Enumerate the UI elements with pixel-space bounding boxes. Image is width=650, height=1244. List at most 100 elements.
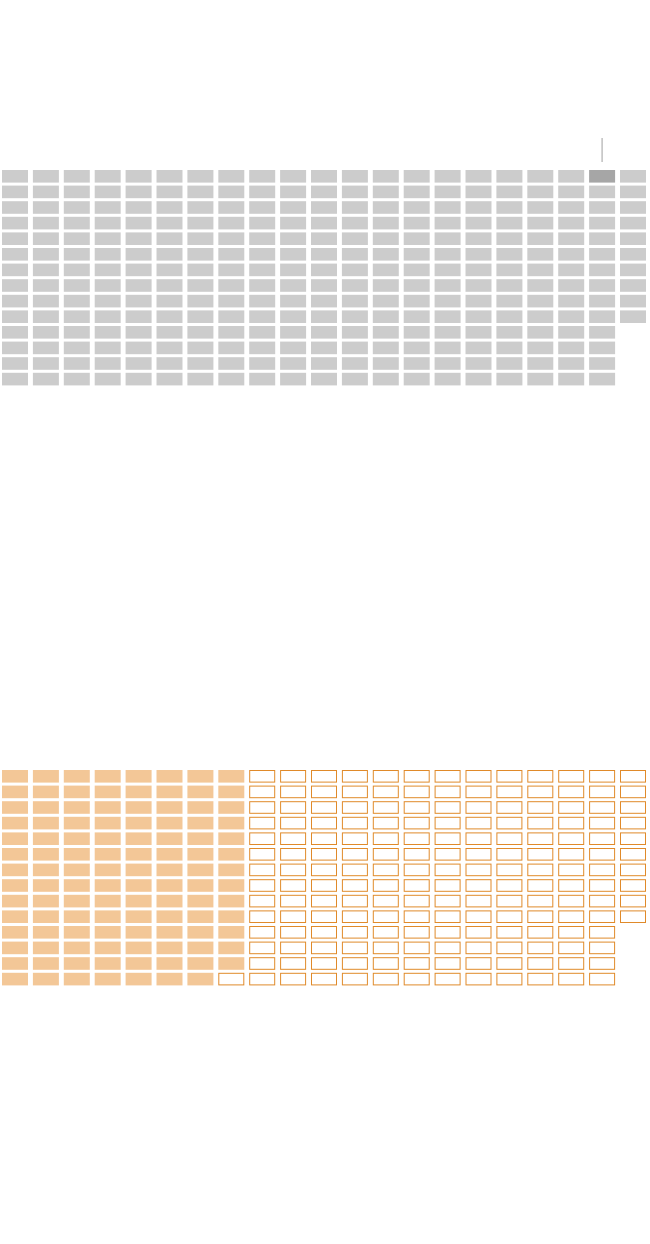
waffle-unit (94, 263, 121, 277)
waffle-unit-empty (403, 848, 430, 861)
waffle-unit (403, 248, 430, 261)
waffle-unit (94, 310, 121, 323)
waffle-unit-empty (311, 910, 337, 924)
waffle-unit-filled (156, 863, 183, 877)
waffle-unit (372, 185, 399, 199)
waffle-unit-filled (125, 785, 152, 799)
waffle-unit-filled (94, 816, 121, 830)
waffle-unit (2, 263, 28, 277)
waffle-unit-empty (341, 894, 368, 908)
waffle-unit (496, 248, 523, 261)
orange-waffle-chart (2, 770, 646, 986)
waffle-unit-empty (527, 848, 554, 861)
waffle-unit (403, 170, 430, 183)
waffle-unit (218, 372, 245, 386)
waffle-unit (218, 216, 245, 230)
waffle-unit-filled (156, 910, 183, 923)
waffle-unit-empty (434, 941, 461, 955)
waffle-unit (187, 294, 214, 308)
waffle-unit-filled (218, 910, 245, 923)
waffle-unit (558, 170, 585, 183)
waffle-unit (94, 185, 121, 199)
waffle-unit-filled (125, 879, 152, 892)
waffle-unit (218, 232, 245, 245)
waffle-unit-empty (527, 801, 554, 814)
grey-waffle-chart (2, 138, 646, 386)
waffle-unit (341, 216, 368, 230)
waffle-unit (434, 232, 461, 245)
waffle-unit-empty (434, 785, 461, 799)
waffle-unit (589, 263, 616, 277)
waffle-unit-empty (589, 941, 616, 955)
waffle-unit (218, 279, 245, 292)
waffle-unit-filled (125, 832, 152, 845)
waffle-unit (32, 279, 59, 292)
waffle-unit (125, 216, 152, 230)
waffle-unit (341, 294, 368, 308)
waffle-unit (187, 341, 214, 355)
waffle-unit (372, 201, 399, 214)
waffle-unit (589, 341, 616, 355)
waffle-unit-empty (403, 816, 430, 830)
waffle-unit (311, 216, 337, 230)
waffle-unit (63, 170, 90, 183)
waffle-unit (156, 170, 183, 183)
waffle-unit-filled (156, 801, 183, 814)
waffle-unit-filled (94, 910, 121, 923)
waffle-unit (589, 232, 616, 245)
waffle-unit-empty (496, 910, 523, 924)
waffle-unit (156, 216, 183, 230)
waffle-unit (558, 357, 585, 370)
waffle-unit-filled (125, 910, 152, 923)
waffle-unit (527, 294, 554, 308)
waffle-unit-empty (403, 972, 430, 986)
waffle-unit-filled (32, 801, 59, 814)
waffle-unit (2, 341, 28, 355)
waffle-unit (372, 263, 399, 277)
waffle-unit (156, 341, 183, 355)
waffle-unit (249, 185, 276, 199)
waffle-unit-filled (187, 816, 214, 830)
waffle-unit-filled (2, 832, 28, 845)
waffle-unit-filled (218, 957, 245, 970)
waffle-unit (311, 372, 337, 386)
waffle-unit (372, 326, 399, 339)
waffle-unit (63, 357, 90, 370)
waffle-unit-empty (249, 816, 276, 830)
waffle-unit-filled (94, 785, 121, 799)
waffle-unit-empty (527, 785, 554, 799)
waffle-unit-filled (2, 941, 28, 955)
waffle-unit (311, 232, 337, 245)
waffle-unit-empty (403, 941, 430, 955)
waffle-unit (156, 248, 183, 261)
waffle-unit (218, 357, 245, 370)
waffle-unit-empty (403, 785, 430, 799)
waffle-unit (2, 232, 28, 245)
waffle-unit-empty (372, 785, 399, 799)
waffle-unit (496, 326, 523, 339)
waffle-unit (403, 357, 430, 370)
waffle-unit (125, 357, 152, 370)
waffle-unit-empty (311, 801, 337, 814)
waffle-unit-empty (589, 770, 616, 783)
waffle-unit (527, 216, 554, 230)
waffle-unit-filled (187, 832, 214, 845)
waffle-unit-filled (125, 863, 152, 877)
waffle-unit (187, 216, 214, 230)
waffle-unit-empty (434, 894, 461, 908)
waffle-unit (465, 263, 492, 277)
waffle-unit (2, 357, 28, 370)
waffle-unit-empty (311, 848, 337, 861)
waffle-unit (527, 170, 554, 183)
waffle-unit-empty (311, 832, 337, 846)
waffle-unit (311, 170, 337, 183)
waffle-unit-empty (527, 957, 554, 970)
waffle-unit-empty (465, 972, 492, 986)
waffle-unit (434, 216, 461, 230)
waffle-unit-empty (249, 770, 276, 783)
waffle-unit (63, 310, 90, 323)
waffle-unit-empty (403, 770, 430, 783)
waffle-unit (372, 372, 399, 386)
waffle-unit (620, 263, 646, 277)
waffle-unit (280, 279, 307, 292)
